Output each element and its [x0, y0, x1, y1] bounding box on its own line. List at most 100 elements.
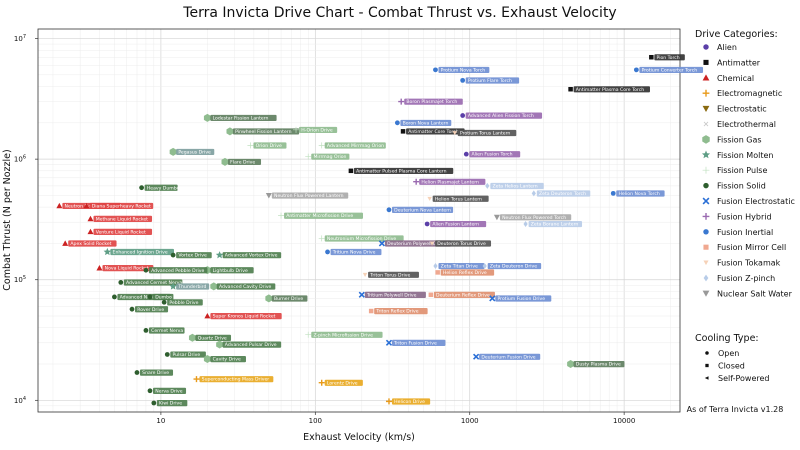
point-label: Enhanced Ignition Drive [113, 250, 168, 256]
point-label-box [368, 271, 419, 278]
point-label: Protium Torus Lantern [460, 131, 510, 137]
point-orion-drive: Orion Drive [247, 142, 287, 149]
point-label: Lorentz Drive [327, 380, 358, 386]
legend-items: Alien Antimatter Chemical Electromagnetic El… [701, 43, 795, 298]
point-label-box [440, 269, 495, 276]
point-label: Orion Drive [256, 143, 282, 149]
legend-label: Electrothermal [717, 120, 776, 129]
point-label-box [89, 202, 154, 210]
point-label-box [330, 248, 382, 256]
point-marker [318, 379, 325, 386]
cooling-item-closed: Closed [705, 362, 745, 371]
point-kiwi-drive: Kiwi Drive [151, 400, 188, 407]
legend-marker [702, 105, 710, 112]
point-label: Triton Reflex Drive [375, 309, 418, 315]
point-label: Antimatter Plasma Core Torch [576, 87, 644, 93]
point-label: Cavity Drive [213, 357, 241, 363]
point-label: Antimatter Microfission Drive [286, 213, 353, 219]
point-marker [83, 202, 90, 209]
x-tick-label: 10000 [613, 417, 635, 425]
point-label: Pebble Drive [169, 300, 198, 306]
point-label-box [457, 129, 517, 137]
point-marker [463, 151, 469, 157]
point-marker [151, 400, 157, 406]
point-advanced-vortex-drive: Advanced Vortex Drive [215, 251, 282, 259]
y-tick-label: 107 [14, 34, 26, 43]
point-label-box [152, 293, 171, 301]
point-marker [427, 196, 432, 201]
point-label-box [222, 252, 282, 259]
point-helion-torus-lantern: Helion Torus Lantern [427, 195, 489, 202]
point-marker [489, 295, 496, 302]
point-label: Methane Liquid Rocket [96, 216, 148, 222]
point-snare-drive: Snare Drive [134, 369, 174, 376]
point-boron-nova-lantern: Boron Nova Lantern [394, 119, 452, 126]
point-advanced-cermet-nerva: Advanced Cermet Nerva [118, 279, 182, 286]
point-label: Neutronium Microfission Drive [327, 236, 397, 242]
point-label-box [487, 262, 542, 270]
cooling-item-open: Open [705, 349, 739, 358]
point-marker [143, 267, 149, 273]
point-cavity-drive: Cavity Drive [203, 355, 246, 364]
point-label-box [152, 387, 187, 394]
point-z-pinch-microfission-drive: Z-pinch Microfission Drive [305, 331, 383, 338]
legend-marker [702, 290, 710, 297]
point-label-box [654, 54, 685, 61]
legend-label: Fusion Electrostatic [717, 197, 795, 206]
point-marker [523, 220, 528, 227]
point-alien-fusion-torch: Alien Fusion Torch [463, 151, 521, 158]
point-apex-solid-rocket: Apex Solid Rocket [62, 240, 117, 247]
point-label-box [210, 313, 282, 320]
point-rover-drive: Rover Drive [129, 306, 169, 313]
cooling-label: Open [718, 349, 739, 358]
point-label: Quartz Drive [198, 335, 227, 341]
point-label: Nova Liquid Rocket [105, 266, 149, 272]
point-marker [358, 291, 365, 298]
point-label-box [435, 240, 492, 247]
point-vortex-drive: Vortex Drive [170, 252, 212, 259]
point-label-box [324, 379, 363, 386]
y-tick-label: 106 [14, 155, 26, 164]
point-label-box [144, 184, 178, 191]
point-helicon-drive: Helicon Drive [385, 398, 431, 405]
point-zeta-deuteron-drive: Zeta Deuteron Drive [482, 262, 542, 270]
legend-label: Electrostatic [717, 105, 767, 114]
y-tick-exponent: 7 [23, 34, 26, 40]
point-marker [649, 54, 654, 60]
point-label: Zeta Titan Drive [441, 264, 478, 270]
point-label-box [68, 240, 117, 247]
point-marker [385, 398, 392, 405]
point-label: Snare Drive [142, 370, 169, 376]
point-label-box [199, 376, 274, 383]
point-boron-plasmajet-torch: Boron Plasmajet Torch [398, 98, 463, 105]
cooling-marker [705, 363, 709, 368]
point-label-box [419, 178, 486, 185]
point-marker [87, 228, 94, 235]
point-label-box [139, 369, 174, 376]
point-marker [385, 339, 393, 346]
legend-marker [703, 244, 709, 250]
point-marker [147, 294, 153, 300]
point-label-box [253, 142, 287, 149]
legend-item-fusion-hybrid: Fusion Hybrid [702, 212, 772, 221]
point-label: Mirrmag Orion [313, 154, 346, 160]
point-label-box [490, 182, 544, 190]
point-thunderbird: Thunderbird [169, 282, 210, 290]
point-label-box [404, 98, 463, 105]
point-marker [386, 207, 392, 213]
point-label: Deuterium Reflex Drive [436, 292, 490, 298]
point-label-box [391, 339, 446, 346]
point-dumbo: Dumbo [147, 293, 172, 301]
legend-item-fusion-inertial: Fusion Inertial [703, 228, 773, 237]
point-label-box [639, 66, 704, 74]
point-marker [265, 294, 273, 303]
point-label-box [93, 215, 153, 223]
point-marker [56, 202, 63, 209]
point-marker [435, 270, 440, 275]
point-label-box [167, 299, 203, 306]
legend-label: Fusion Inertial [717, 228, 773, 237]
legend-label: Fission Pulse [717, 166, 767, 175]
point-marker [305, 153, 312, 160]
point-quartz-drive: Quartz Drive [188, 333, 232, 342]
point-label-box [227, 158, 262, 166]
